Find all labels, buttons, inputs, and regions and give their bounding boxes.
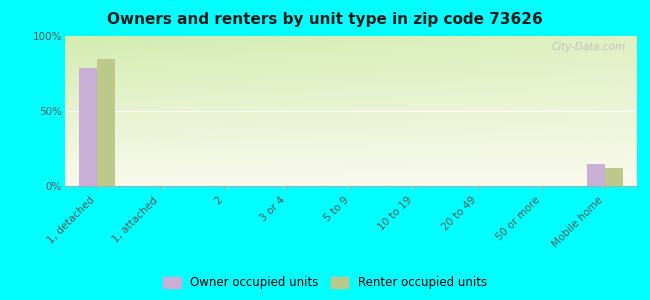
Text: Owners and renters by unit type in zip code 73626: Owners and renters by unit type in zip c… xyxy=(107,12,543,27)
Bar xyxy=(605,168,623,186)
Bar xyxy=(97,58,114,186)
Text: City-Data.com: City-Data.com xyxy=(551,42,625,52)
Legend: Owner occupied units, Renter occupied units: Owner occupied units, Renter occupied un… xyxy=(159,272,491,294)
Bar xyxy=(79,68,97,186)
Bar xyxy=(588,164,605,186)
